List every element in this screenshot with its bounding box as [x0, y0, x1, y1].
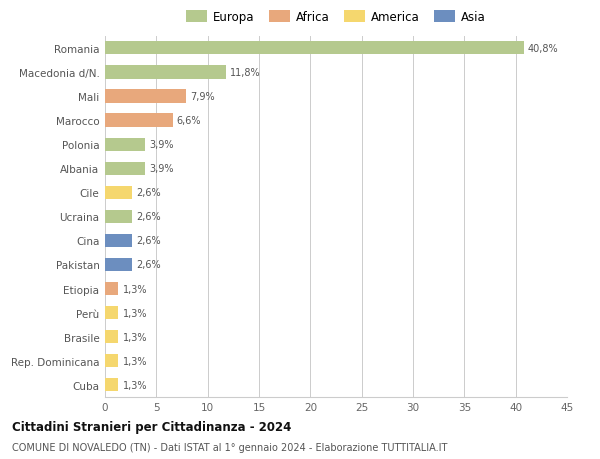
Bar — [105, 42, 524, 56]
Bar — [105, 162, 145, 175]
Text: 6,6%: 6,6% — [177, 116, 202, 126]
Bar — [105, 66, 226, 79]
Bar — [105, 234, 131, 247]
Bar — [105, 330, 118, 344]
Bar — [105, 258, 131, 272]
Bar — [105, 114, 173, 128]
Bar — [105, 378, 118, 392]
Text: 2,6%: 2,6% — [136, 236, 160, 246]
Bar — [105, 306, 118, 319]
Bar — [105, 354, 118, 368]
Bar — [105, 282, 118, 296]
Text: Cittadini Stranieri per Cittadinanza - 2024: Cittadini Stranieri per Cittadinanza - 2… — [12, 420, 292, 433]
Text: 40,8%: 40,8% — [528, 44, 559, 54]
Text: 7,9%: 7,9% — [190, 92, 215, 102]
Bar — [105, 186, 131, 200]
Text: 3,9%: 3,9% — [149, 164, 173, 174]
Text: 1,3%: 1,3% — [122, 332, 147, 342]
Legend: Europa, Africa, America, Asia: Europa, Africa, America, Asia — [186, 11, 486, 23]
Bar — [105, 138, 145, 151]
Text: 11,8%: 11,8% — [230, 68, 261, 78]
Text: 1,3%: 1,3% — [122, 380, 147, 390]
Text: 2,6%: 2,6% — [136, 188, 160, 198]
Text: 2,6%: 2,6% — [136, 212, 160, 222]
Bar — [105, 90, 186, 103]
Text: 2,6%: 2,6% — [136, 260, 160, 270]
Text: 1,3%: 1,3% — [122, 356, 147, 366]
Text: COMUNE DI NOVALEDO (TN) - Dati ISTAT al 1° gennaio 2024 - Elaborazione TUTTITALI: COMUNE DI NOVALEDO (TN) - Dati ISTAT al … — [12, 442, 448, 452]
Text: 3,9%: 3,9% — [149, 140, 173, 150]
Text: 1,3%: 1,3% — [122, 308, 147, 318]
Bar — [105, 210, 131, 224]
Text: 1,3%: 1,3% — [122, 284, 147, 294]
